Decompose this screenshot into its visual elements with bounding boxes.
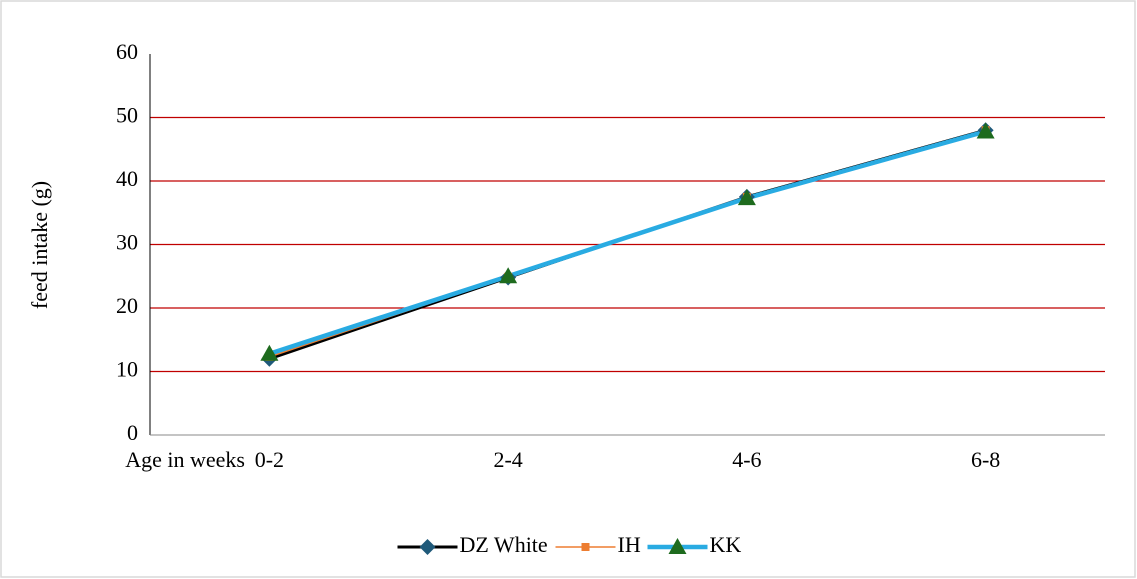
x-tick-label: 0-2 <box>255 447 284 472</box>
x-tick-label: 4-6 <box>732 447 761 472</box>
y-tick-label: 40 <box>116 166 138 191</box>
y-axis-title: feed intake (g) <box>27 181 52 309</box>
data-point <box>499 267 518 284</box>
x-tick-label: 2-4 <box>493 447 522 472</box>
legend-label: KK <box>710 532 742 557</box>
x-tick-label: 6-8 <box>971 447 1000 472</box>
y-tick-label: 60 <box>116 39 138 64</box>
data-point <box>976 122 995 139</box>
x-axis-title: Age in weeks <box>125 447 245 472</box>
y-tick-label: 50 <box>116 103 138 128</box>
legend-marker <box>581 543 590 551</box>
series-line <box>268 129 987 356</box>
legend-marker <box>668 538 687 554</box>
legend-label: DZ White <box>460 532 548 557</box>
data-point <box>737 189 756 206</box>
legend-marker <box>419 539 436 555</box>
legend-label: IH <box>618 532 641 557</box>
y-tick-label: 10 <box>116 357 138 382</box>
data-point <box>260 344 279 361</box>
y-tick-label: 20 <box>116 293 138 318</box>
y-tick-label: 30 <box>116 230 138 255</box>
y-tick-label: 0 <box>127 420 138 445</box>
